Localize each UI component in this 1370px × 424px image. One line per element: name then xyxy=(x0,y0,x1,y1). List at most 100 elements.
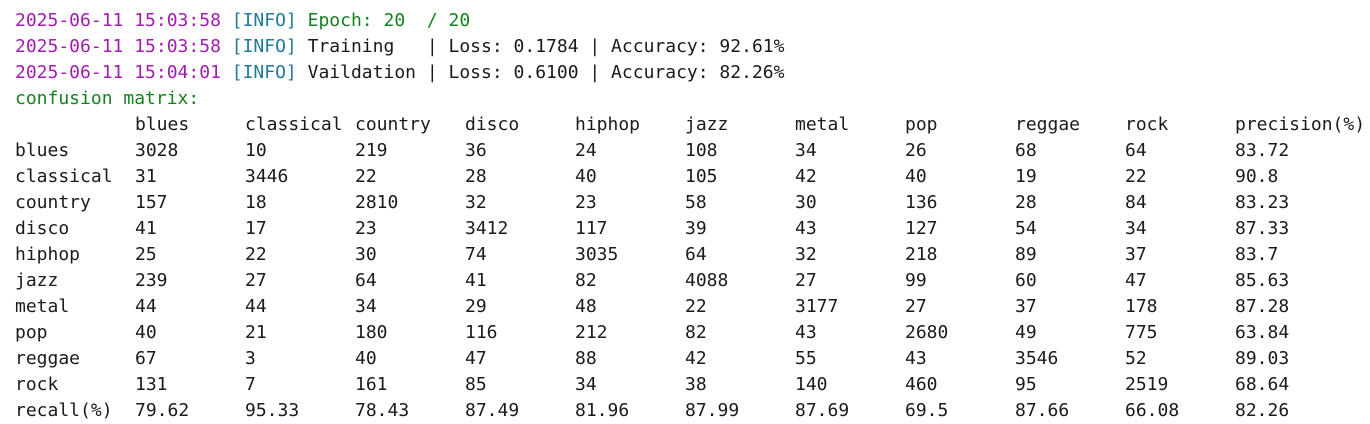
matrix-row-label: blues xyxy=(15,140,70,161)
matrix-cell: 88 xyxy=(575,348,597,369)
matrix-cell: 4088 xyxy=(685,270,729,291)
matrix-cell: 22 xyxy=(245,244,267,265)
matrix-cell: 99 xyxy=(905,270,927,291)
log-line-epoch: 2025-06-11 15:03:58 [INFO] Epoch: 20 / 2… xyxy=(15,8,470,34)
matrix-row: country 157 18 2810 32 23 58 30 136 28 84 83.23 xyxy=(0,190,1370,216)
log-message: Training | Loss: 0.1784 | Accuracy: 92.6… xyxy=(307,36,785,57)
matrix-cell: 82 xyxy=(685,322,707,343)
matrix-cell: 25 xyxy=(135,244,157,265)
matrix-cell: 30 xyxy=(355,244,377,265)
matrix-row-label: disco xyxy=(15,218,70,239)
matrix-cell: 66.08 xyxy=(1125,400,1180,421)
matrix-cell: 117 xyxy=(575,218,608,239)
matrix-cell: 22 xyxy=(355,166,377,187)
matrix-cell: 85 xyxy=(465,374,487,395)
matrix-cell: 30 xyxy=(795,192,817,213)
matrix-column-header: metal xyxy=(795,114,850,135)
matrix-row: classical 31 3446 22 28 40 105 42 40 19 22 90.8 xyxy=(0,164,1370,190)
matrix-cell: 84 xyxy=(1125,192,1147,213)
matrix-row-label: rock xyxy=(15,374,59,395)
matrix-cell: 127 xyxy=(905,218,938,239)
matrix-cell: 28 xyxy=(1015,192,1037,213)
matrix-cell: 3446 xyxy=(245,166,289,187)
matrix-cell: 87.49 xyxy=(465,400,520,421)
matrix-cell: 67 xyxy=(135,348,157,369)
log-timestamp: 2025-06-11 15:03:58 xyxy=(15,10,221,31)
matrix-cell: 40 xyxy=(355,348,377,369)
matrix-cell: 47 xyxy=(1125,270,1147,291)
matrix-cell: 44 xyxy=(245,296,267,317)
matrix-column-header: precision(%) xyxy=(1235,114,1366,135)
matrix-cell: 64 xyxy=(685,244,707,265)
matrix-cell: 82 xyxy=(575,270,597,291)
matrix-cell: 68.64 xyxy=(1235,374,1290,395)
log-message: Vaildation | Loss: 0.6100 | Accuracy: 82… xyxy=(307,62,785,83)
matrix-row-label: country xyxy=(15,192,91,213)
matrix-row-label: pop xyxy=(15,322,48,343)
matrix-cell: 31 xyxy=(135,166,157,187)
log-line-validation: 2025-06-11 15:04:01 [INFO] Vaildation | … xyxy=(15,60,784,86)
matrix-cell: 40 xyxy=(135,322,157,343)
matrix-cell: 3412 xyxy=(465,218,509,239)
matrix-row: jazz 239 27 64 41 82 4088 27 99 60 47 85.63 xyxy=(0,268,1370,294)
matrix-cell: 87.33 xyxy=(1235,218,1290,239)
matrix-cell: 17 xyxy=(245,218,267,239)
matrix-cell: 32 xyxy=(465,192,487,213)
matrix-cell: 32 xyxy=(795,244,817,265)
matrix-cell: 28 xyxy=(465,166,487,187)
matrix-cell: 7 xyxy=(245,374,256,395)
matrix-cell: 775 xyxy=(1125,322,1158,343)
matrix-cell: 27 xyxy=(905,296,927,317)
matrix-cell: 29 xyxy=(465,296,487,317)
matrix-cell: 87.99 xyxy=(685,400,740,421)
matrix-cell: 40 xyxy=(575,166,597,187)
matrix-row-label: recall(%) xyxy=(15,400,113,421)
matrix-cell: 55 xyxy=(795,348,817,369)
matrix-cell: 68 xyxy=(1015,140,1037,161)
matrix-cell: 69.5 xyxy=(905,400,949,421)
matrix-cell: 48 xyxy=(575,296,597,317)
matrix-cell: 131 xyxy=(135,374,168,395)
matrix-cell: 27 xyxy=(795,270,817,291)
matrix-column-header: country xyxy=(355,114,431,135)
log-level: [INFO] xyxy=(231,62,297,83)
log-level: [INFO] xyxy=(231,36,297,57)
matrix-cell: 3177 xyxy=(795,296,839,317)
matrix-cell: 39 xyxy=(685,218,707,239)
matrix-cell: 89 xyxy=(1015,244,1037,265)
matrix-cell: 218 xyxy=(905,244,938,265)
matrix-cell: 23 xyxy=(355,218,377,239)
matrix-cell: 52 xyxy=(1125,348,1147,369)
matrix-cell: 24 xyxy=(575,140,597,161)
matrix-cell: 460 xyxy=(905,374,938,395)
matrix-cell: 87.66 xyxy=(1015,400,1070,421)
matrix-cell: 87.28 xyxy=(1235,296,1290,317)
matrix-cell: 89.03 xyxy=(1235,348,1290,369)
confusion-matrix-title: confusion matrix: xyxy=(15,88,200,109)
matrix-cell: 49 xyxy=(1015,322,1037,343)
log-line-training: 2025-06-11 15:03:58 [INFO] Training | Lo… xyxy=(15,34,784,60)
matrix-column-header: pop xyxy=(905,114,938,135)
matrix-column-header: rock xyxy=(1125,114,1169,135)
matrix-cell: 37 xyxy=(1125,244,1147,265)
matrix-cell: 21 xyxy=(245,322,267,343)
matrix-cell: 47 xyxy=(465,348,487,369)
matrix-cell: 178 xyxy=(1125,296,1158,317)
matrix-cell: 19 xyxy=(1015,166,1037,187)
matrix-cell: 22 xyxy=(1125,166,1147,187)
matrix-cell: 87.69 xyxy=(795,400,850,421)
matrix-column-header: hiphop xyxy=(575,114,641,135)
matrix-cell: 83.7 xyxy=(1235,244,1279,265)
matrix-cell: 2519 xyxy=(1125,374,1169,395)
matrix-row-label: hiphop xyxy=(15,244,81,265)
matrix-cell: 239 xyxy=(135,270,168,291)
matrix-row: disco 41 17 23 3412 117 39 43 127 54 34 87.33 xyxy=(0,216,1370,242)
matrix-cell: 41 xyxy=(135,218,157,239)
log-message: Epoch: 20 / 20 xyxy=(307,10,471,31)
matrix-cell: 79.62 xyxy=(135,400,190,421)
matrix-cell: 42 xyxy=(795,166,817,187)
matrix-cell: 27 xyxy=(245,270,267,291)
matrix-cell: 58 xyxy=(685,192,707,213)
log-level: [INFO] xyxy=(231,10,297,31)
